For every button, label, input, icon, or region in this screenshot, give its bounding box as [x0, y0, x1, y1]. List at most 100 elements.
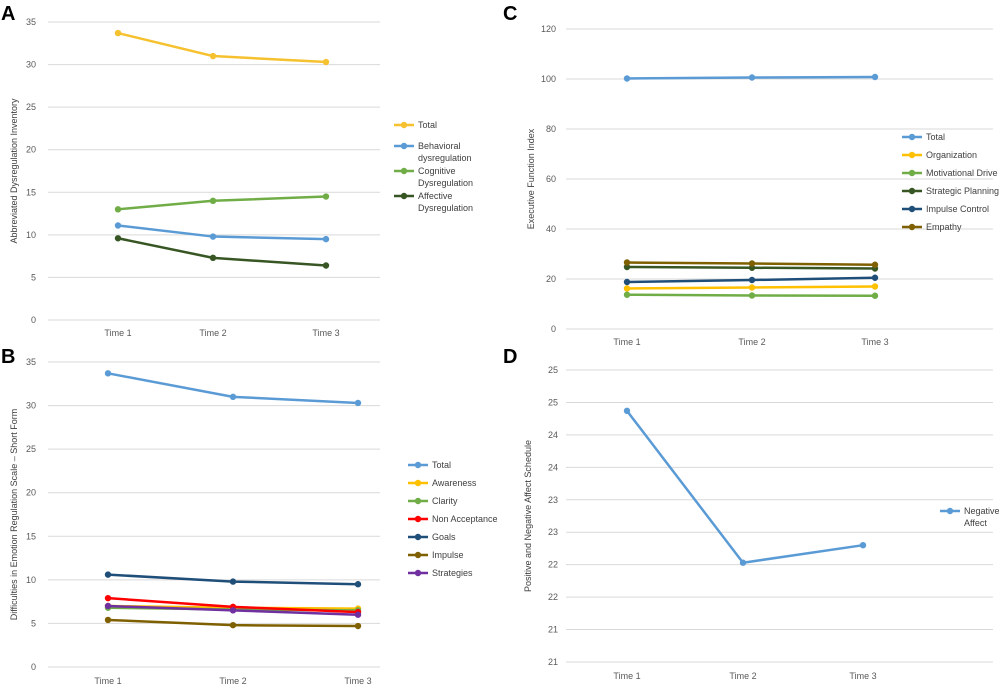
y-tick-label: 20: [546, 274, 556, 284]
data-point: [748, 284, 756, 291]
legend-label: Behavioral dysregulation: [418, 141, 472, 163]
data-point: [322, 235, 330, 243]
data-point: [748, 260, 756, 267]
data-point: [104, 571, 112, 578]
y-tick-label: 24: [548, 462, 558, 472]
x-tick-label: Time 2: [199, 328, 226, 338]
x-tick-label: Time 2: [738, 337, 765, 347]
y-axis-label: Difficulties in Emotion Regulation Scale…: [9, 409, 19, 620]
data-point: [114, 235, 122, 242]
y-tick-label: 5: [31, 618, 36, 628]
legend-label: Organization: [926, 150, 977, 160]
legend-swatch-marker: [908, 223, 916, 231]
data-point: [623, 75, 631, 82]
data-point: [739, 559, 747, 566]
y-tick-label: 35: [26, 17, 36, 27]
y-tick-label: 120: [541, 24, 556, 34]
data-point: [623, 407, 631, 415]
data-point: [871, 73, 879, 81]
panel-label-c: C: [503, 3, 517, 25]
data-point: [104, 602, 112, 610]
y-tick-label: 10: [26, 575, 36, 585]
legend-label: Strategies: [432, 568, 473, 578]
data-point: [354, 399, 362, 407]
data-point: [623, 263, 631, 271]
legend-swatch-marker: [414, 551, 422, 559]
y-tick-label: 80: [546, 124, 556, 134]
data-point: [322, 262, 330, 269]
series-line: [626, 410, 864, 564]
legend-swatch-marker: [908, 133, 916, 141]
data-point: [114, 222, 122, 229]
legend-swatch-marker: [908, 151, 916, 159]
legend-label: Total: [432, 460, 451, 470]
panel-label-a: A: [1, 3, 15, 25]
y-tick-label: 0: [31, 662, 36, 672]
y-axis-label: Abbreviated Dysregulation Inventory: [9, 98, 19, 244]
chart-panel-c: 0 20 40 60 80 100 120 Time 1 Time 2 Time 3 Executi…: [526, 24, 999, 347]
data-point: [104, 370, 112, 377]
legend-label: Awareness: [432, 478, 477, 488]
legend-label: Affective Dysregulation: [418, 191, 473, 213]
legend-label: Clarity: [432, 496, 458, 506]
data-point: [871, 292, 879, 299]
legend-swatch-marker: [908, 205, 916, 213]
legend-swatch-marker: [400, 167, 408, 175]
data-point: [322, 58, 330, 66]
y-axis-label: Executive Function Index: [526, 128, 536, 229]
panel-label-d: D: [503, 346, 517, 368]
y-tick-label: 22: [548, 592, 558, 602]
series-line: [117, 237, 327, 267]
legend-swatch-marker: [946, 507, 954, 515]
data-point: [229, 607, 237, 614]
data-point: [623, 285, 631, 292]
y-tick-label: 23: [548, 527, 558, 537]
legend-swatch-marker: [414, 515, 422, 523]
data-point: [114, 206, 122, 213]
data-point: [748, 292, 756, 299]
data-point: [229, 621, 237, 629]
data-point: [354, 611, 362, 618]
y-tick-label: 30: [26, 60, 36, 70]
data-point: [859, 542, 867, 549]
data-point: [354, 622, 362, 630]
y-tick-label: 25: [26, 444, 36, 454]
y-tick-label: 100: [541, 74, 556, 84]
legend-swatch-marker: [414, 569, 422, 577]
y-tick-label: 10: [26, 230, 36, 240]
y-tick-label: 15: [26, 531, 36, 541]
legend-label: Strategic Planning: [926, 186, 999, 196]
data-point: [748, 276, 756, 284]
y-tick-label: 25: [26, 102, 36, 112]
legend-swatch-marker: [414, 533, 422, 541]
data-point: [354, 581, 362, 588]
x-tick-label: Time 3: [312, 328, 339, 338]
y-tick-label: 23: [548, 495, 558, 505]
y-tick-label: 15: [26, 187, 36, 197]
data-point: [209, 52, 217, 60]
y-tick-label: 20: [26, 145, 36, 155]
series-line: [117, 224, 327, 241]
data-point: [229, 393, 237, 401]
legend-swatch-marker: [400, 121, 408, 129]
data-point: [871, 261, 879, 268]
data-point: [623, 259, 631, 266]
data-point: [209, 254, 217, 262]
data-point: [322, 193, 330, 200]
legend-label: Empathy: [926, 222, 962, 232]
chart-panel-b: 0 5 10 15 20 25 30 35 Time 1 Time 2 Time 3 Difficul…: [9, 357, 498, 684]
y-tick-label: 25: [548, 397, 558, 407]
data-point: [209, 233, 217, 240]
y-tick-label: 21: [548, 657, 558, 667]
legend-label: Impulse: [432, 550, 464, 560]
data-point: [114, 29, 122, 37]
data-point: [229, 578, 237, 585]
x-tick-label: Time 2: [219, 676, 246, 684]
legend-swatch-marker: [400, 192, 408, 200]
y-tick-label: 5: [31, 272, 36, 282]
legend-label: Non Acceptance: [432, 514, 498, 524]
legend-label: Cognitive Dysregulation: [418, 166, 473, 188]
data-point: [209, 197, 217, 204]
panel-label-b: B: [1, 346, 15, 368]
y-tick-label: 22: [548, 560, 558, 570]
